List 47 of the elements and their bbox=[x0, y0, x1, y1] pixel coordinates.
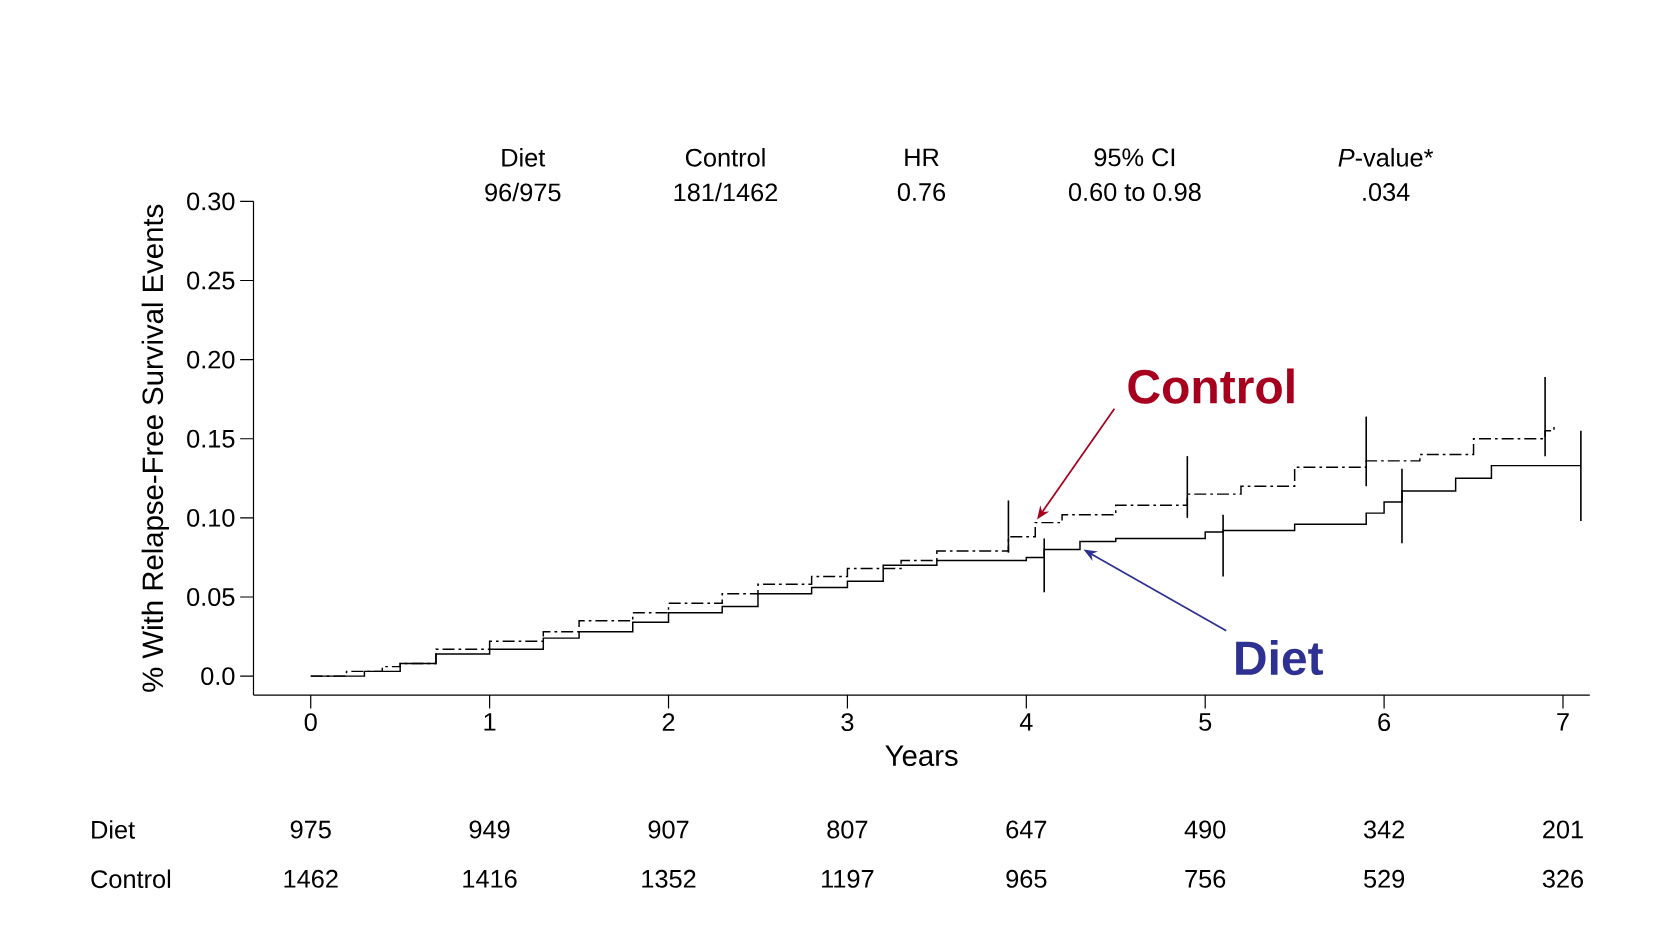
text: 0.76 bbox=[897, 183, 946, 202]
text: 0.60 to 0.98 bbox=[1068, 183, 1201, 202]
annotation: Control bbox=[1128, 368, 1294, 404]
x-tick-label: 5 bbox=[1199, 713, 1212, 732]
text: 326 bbox=[1542, 870, 1583, 889]
y-tick-label: 0.25 bbox=[187, 271, 235, 290]
text: 647 bbox=[1006, 820, 1047, 839]
text: 965 bbox=[1006, 870, 1047, 889]
x-tick-label: 6 bbox=[1378, 713, 1391, 732]
text: 1462 bbox=[284, 870, 338, 889]
y-axis-title: % With Relapse-Free Survival Events bbox=[141, 205, 169, 693]
x-tick-label: 3 bbox=[841, 713, 854, 732]
text: 756 bbox=[1185, 870, 1226, 889]
text: 949 bbox=[469, 820, 510, 839]
text: Control bbox=[685, 148, 765, 167]
text: HR bbox=[905, 148, 939, 167]
text: 807 bbox=[827, 820, 868, 839]
text: 529 bbox=[1364, 870, 1405, 889]
text: 342 bbox=[1363, 820, 1405, 839]
text: 1352 bbox=[642, 870, 696, 889]
text: 1197 bbox=[822, 870, 874, 889]
y-tick-label: 0.30 bbox=[187, 192, 235, 211]
x-tick-label: 7 bbox=[1557, 713, 1569, 731]
text: 907 bbox=[648, 820, 689, 839]
text: 96/975 bbox=[485, 182, 561, 202]
y-tick-label: 0.10 bbox=[187, 509, 235, 528]
text: 490 bbox=[1184, 820, 1226, 839]
text: 975 bbox=[290, 820, 331, 839]
text: P-value* bbox=[1338, 148, 1434, 167]
y-tick-label: 0.0 bbox=[201, 667, 235, 686]
text: Diet bbox=[502, 148, 546, 167]
text: Diet bbox=[92, 820, 135, 840]
text: 95% CI bbox=[1094, 148, 1175, 167]
text: 1416 bbox=[463, 870, 517, 889]
x-tick-label: 2 bbox=[662, 713, 675, 732]
text: 181/1462 bbox=[674, 182, 778, 202]
y-tick-label: 0.20 bbox=[187, 350, 235, 369]
annotation: Diet bbox=[1236, 640, 1324, 676]
text: Control bbox=[91, 869, 171, 889]
text: 201 bbox=[1543, 820, 1583, 839]
x-tick-label: 4 bbox=[1019, 713, 1033, 731]
y-tick-label: 0.15 bbox=[187, 430, 235, 448]
x-tick-label: 0 bbox=[304, 713, 317, 732]
text: .034 bbox=[1363, 183, 1410, 202]
x-tick-label: 1 bbox=[484, 713, 496, 731]
x-axis-title: Years bbox=[885, 745, 958, 767]
y-tick-label: 0.05 bbox=[187, 588, 235, 607]
